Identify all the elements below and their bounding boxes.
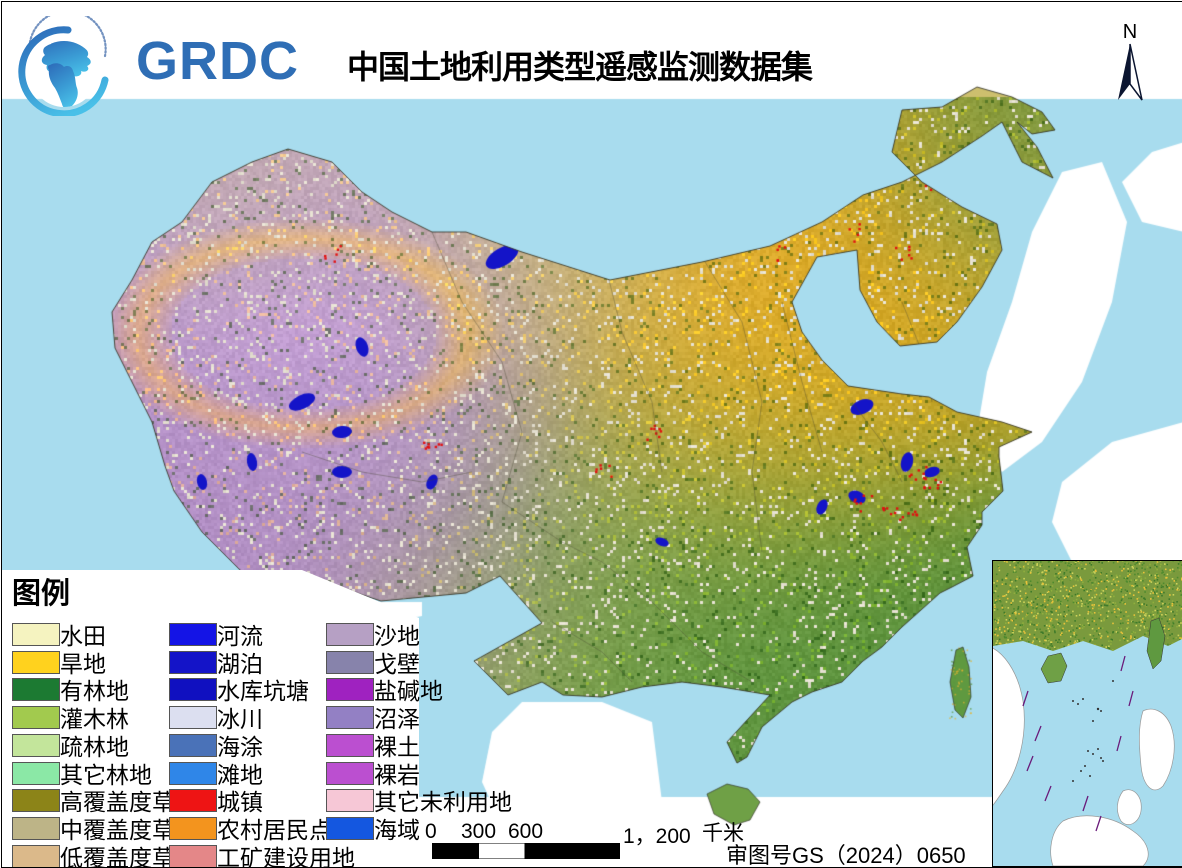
svg-text:N: N <box>1123 22 1137 43</box>
